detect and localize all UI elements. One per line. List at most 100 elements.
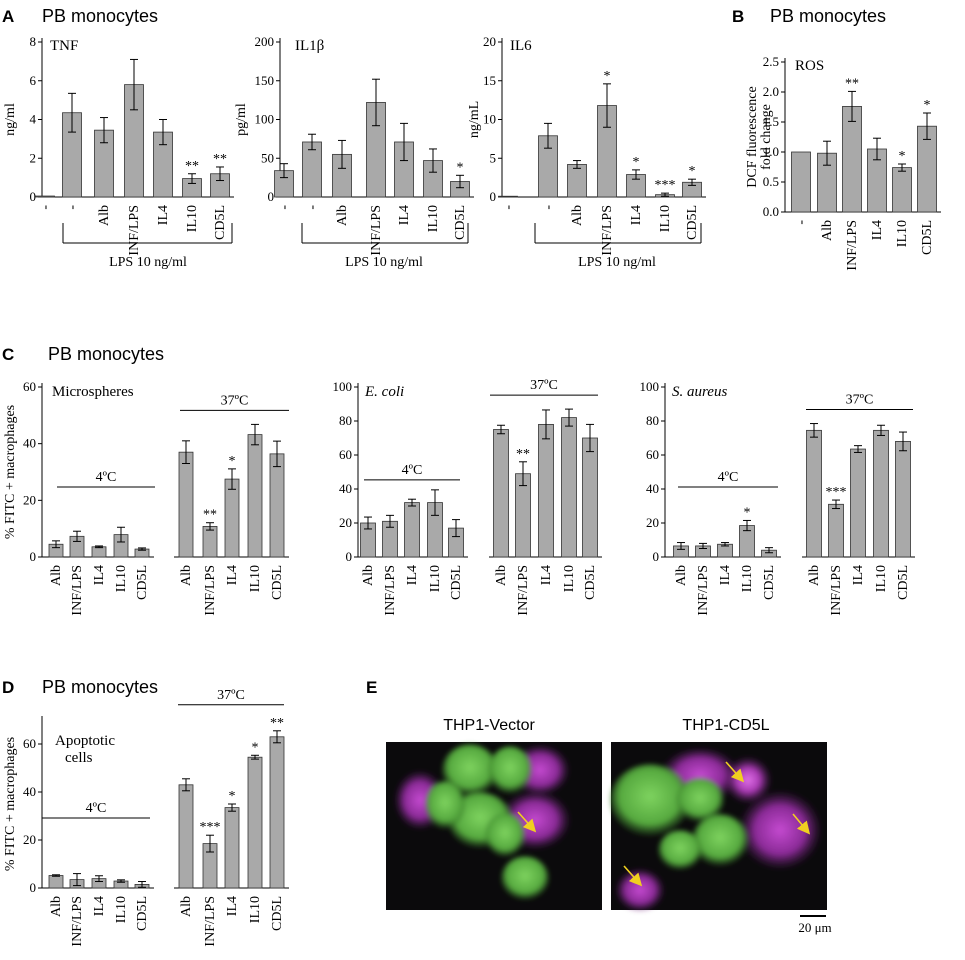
y-tick-label: 20 bbox=[483, 34, 496, 49]
y-tick-label: 100 bbox=[255, 112, 275, 127]
bar bbox=[791, 151, 811, 213]
category-label: Alb bbox=[807, 565, 822, 586]
significance-marker: * bbox=[744, 505, 751, 520]
category-label: IL4 bbox=[92, 896, 107, 916]
panel-letter-c: C bbox=[2, 345, 14, 364]
bar-37c bbox=[515, 473, 531, 558]
group-label: LPS 10 ng/ml bbox=[578, 255, 656, 270]
y-tick-label: 0 bbox=[653, 549, 660, 564]
category-label: - bbox=[794, 220, 809, 225]
significance-marker: ** bbox=[203, 508, 217, 523]
y-axis-label: % FITC + macrophages bbox=[3, 405, 18, 539]
y-axis-label: % FITC + macrophages bbox=[3, 737, 18, 871]
y-tick-label: 0.5 bbox=[763, 174, 779, 189]
bar-37c bbox=[269, 453, 285, 558]
category-label: IL4 bbox=[718, 565, 733, 585]
y-tick-label: 1.0 bbox=[763, 144, 779, 159]
y-axis-label: pg/ml bbox=[234, 103, 249, 136]
group-label-4c: 4ºC bbox=[86, 801, 107, 816]
bar-4c bbox=[404, 502, 420, 558]
category-label: Alb bbox=[179, 896, 194, 917]
group-label: LPS 10 ng/ml bbox=[109, 255, 187, 270]
bar-37c bbox=[538, 423, 554, 558]
category-label: - bbox=[501, 205, 516, 210]
significance-marker: * bbox=[252, 740, 259, 755]
category-label: IL4 bbox=[225, 565, 240, 585]
category-label: Alb bbox=[49, 896, 64, 917]
y-tick-label: 100 bbox=[640, 379, 660, 394]
category-label: IL4 bbox=[156, 205, 171, 225]
chart-title: S. aureus bbox=[672, 384, 727, 400]
group-label-37c: 37ºC bbox=[846, 393, 874, 408]
y-tick-label: 1.5 bbox=[763, 114, 779, 129]
bar-37c bbox=[178, 451, 194, 558]
category-label: Alb bbox=[494, 565, 509, 586]
y-tick-label: 150 bbox=[255, 73, 275, 88]
category-label: Alb bbox=[97, 205, 112, 226]
category-label: CD5L bbox=[270, 565, 285, 600]
y-tick-label: 60 bbox=[646, 447, 659, 462]
y-tick-label: 0.0 bbox=[763, 204, 779, 219]
category-label: IL4 bbox=[629, 205, 644, 225]
y-tick-label: 0 bbox=[268, 189, 275, 204]
chart-c-microspheres: 0 20 40 60 Microspheres % FITC + macrophages A… bbox=[3, 379, 289, 616]
y-tick-label: 60 bbox=[23, 379, 36, 394]
y-tick-label: 40 bbox=[646, 481, 659, 496]
panel-letter-d: D bbox=[2, 678, 14, 697]
bar-37c bbox=[806, 429, 822, 558]
y-tick-label: 8 bbox=[30, 34, 37, 49]
chart-c-saureus: 0 20 40 60 80 100 S. aureus Alb INF/LPS IL4 * IL10 C… bbox=[640, 379, 915, 616]
bar-37c bbox=[224, 478, 240, 558]
bar bbox=[892, 167, 912, 213]
category-label: IL4 bbox=[870, 220, 885, 240]
significance-marker: *** bbox=[655, 178, 676, 193]
y-tick-label: 40 bbox=[23, 436, 36, 451]
group-label: LPS 10 ng/ml bbox=[345, 255, 423, 270]
y-tick-label: 50 bbox=[261, 150, 274, 165]
y-tick-label: 2.5 bbox=[763, 54, 779, 69]
y-axis-label: ng/mL bbox=[467, 101, 482, 138]
panel-letter-e: E bbox=[366, 678, 377, 697]
panel-letter-b: B bbox=[732, 7, 744, 26]
bar bbox=[842, 106, 862, 213]
y-axis-label-line1: DCF fluorescence bbox=[745, 86, 760, 187]
category-label: INF/LPS bbox=[516, 565, 531, 616]
category-label: CD5L bbox=[135, 565, 150, 600]
bar-37c bbox=[582, 437, 598, 558]
category-label: Alb bbox=[820, 220, 835, 241]
chart-title: IL6 bbox=[510, 38, 532, 54]
category-label: Alb bbox=[335, 205, 350, 226]
category-label: - bbox=[65, 205, 80, 210]
bar-37c bbox=[247, 756, 263, 889]
y-tick-label: 40 bbox=[339, 481, 352, 496]
chart-c-ecoli: 0 20 40 60 80 100 E. coli Alb INF/LPS IL4 IL10 CD5L… bbox=[333, 378, 602, 616]
bar bbox=[302, 141, 322, 198]
category-label: IL10 bbox=[248, 896, 263, 923]
panel-letter-a: A bbox=[2, 7, 14, 26]
bar-37c bbox=[202, 526, 218, 558]
chart-title: Microspheres bbox=[52, 384, 134, 400]
y-tick-label: 0 bbox=[30, 549, 37, 564]
significance-marker: ** bbox=[516, 447, 530, 462]
panel-d-title: PB monocytes bbox=[42, 677, 158, 697]
category-label: CD5L bbox=[685, 205, 700, 240]
category-label: IL10 bbox=[740, 565, 755, 592]
category-label: INF/LPS bbox=[845, 220, 860, 271]
y-tick-label: 0 bbox=[490, 189, 497, 204]
chart-a-tnf: 0 2 4 6 8 TNF ng/ml - - Alb INF/LPS IL4 ** IL10 ** CD5L… bbox=[3, 34, 234, 270]
bar-37c bbox=[850, 448, 866, 558]
category-label: CD5L bbox=[135, 896, 150, 931]
bar-37c bbox=[247, 434, 263, 558]
category-label: IL10 bbox=[114, 896, 129, 923]
y-tick-label: 20 bbox=[23, 492, 36, 507]
category-label: IL4 bbox=[539, 565, 554, 585]
y-tick-label: 0 bbox=[346, 549, 353, 564]
group-label-37c: 37ºC bbox=[217, 688, 245, 703]
y-tick-label: 200 bbox=[255, 34, 275, 49]
category-label: CD5L bbox=[896, 565, 911, 600]
chart-title-line1: Apoptotic bbox=[55, 733, 115, 749]
chart-b-ros: 0.0 0.5 1.0 1.5 2.0 2.5 ROS DCF fluorescence fol… bbox=[745, 54, 941, 271]
bar-37c bbox=[269, 736, 285, 889]
category-label: CD5L bbox=[449, 565, 464, 600]
